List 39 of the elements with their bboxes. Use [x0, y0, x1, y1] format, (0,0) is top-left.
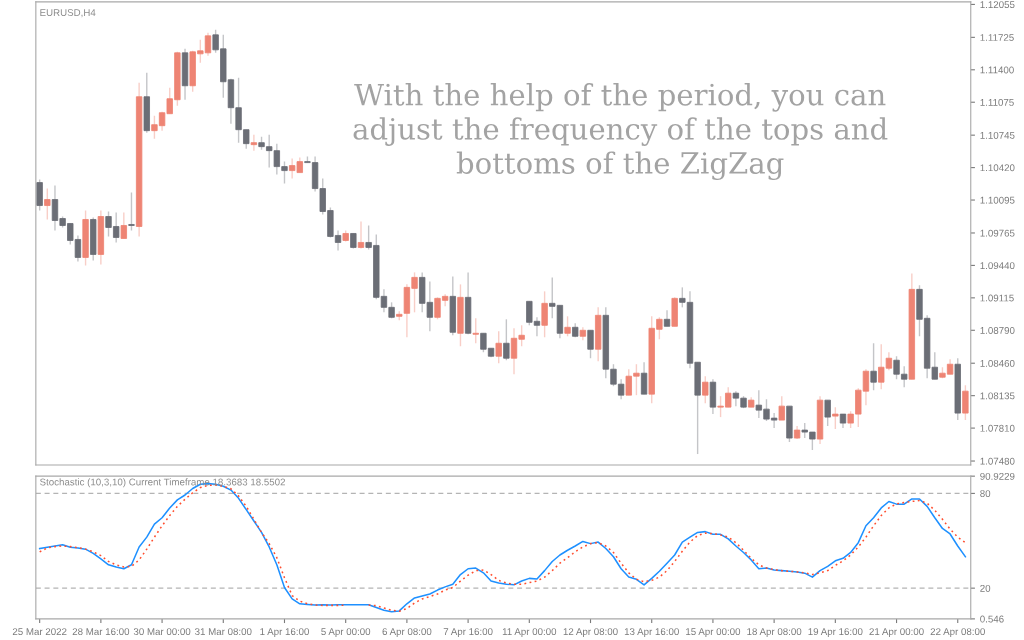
x-tick-label: 7 Apr 16:00 — [443, 628, 493, 637]
x-tick-label: 21 Apr 00:00 — [869, 628, 924, 637]
x-tick-label: 31 Mar 08:00 — [195, 628, 252, 636]
y-tick-label: 1.07480 — [980, 457, 1015, 465]
y-tick-label: 1.10420 — [980, 164, 1015, 172]
y-tick-label: 1.09115 — [980, 294, 1014, 302]
y-tick-label: 1.12055 — [980, 1, 1015, 9]
y-tick-label: 1.10095 — [980, 196, 1015, 204]
x-tick-label: 11 Apr 00:00 — [502, 628, 557, 637]
x-tick-label: 5 Apr 00:00 — [321, 628, 371, 637]
y-tick-label: 1.08460 — [980, 359, 1015, 367]
chart-title: Stochastic (10,3,10) Current Timeframe 18.3683 18.5502 — [40, 478, 285, 488]
y-tick-label: 1.11075 — [980, 98, 1014, 106]
y-tick-label: 90.9229 — [980, 472, 1015, 480]
x-tick-label: 25 Mar 2022 — [12, 628, 67, 636]
y-tick-label: 80 — [980, 490, 991, 498]
y-tick-label: 1.09440 — [980, 262, 1015, 270]
y-tick-label: 1.11725 — [980, 34, 1014, 41]
x-tick-label: 6 Apr 08:00 — [382, 628, 432, 637]
candlestick — [250, 133, 258, 152]
x-tick-label: 22 Apr 08:00 — [930, 628, 985, 637]
x-tick-label: 19 Apr 16:00 — [808, 628, 863, 637]
y-tick-label: 1.07810 — [980, 424, 1015, 432]
y-tick-label: 1.10745 — [980, 131, 1015, 139]
y-tick-label: 1.08135 — [980, 392, 1015, 400]
text: EURUSD,H4 — [40, 9, 96, 18]
y-tick-label: 1.11400 — [980, 66, 1014, 74]
y-tick-label: 20 — [980, 584, 991, 592]
x-tick-label: 15 Apr 00:00 — [686, 628, 741, 637]
y-tick-label: 1.09765 — [980, 229, 1015, 237]
x-tick-label: 28 Mar 16:00 — [72, 628, 130, 636]
x-tick-label: 18 Apr 08:00 — [747, 628, 802, 637]
x-tick-label: 1 Apr 16:00 — [260, 628, 309, 637]
y-tick-label: 1.08790 — [980, 327, 1015, 334]
x-tick-label: 13 Apr 16:00 — [624, 628, 679, 637]
annotation: With the help of the period, you can adjust the frequency of the tops and bottoms of the ZigZag — [353, 83, 888, 181]
x-tick-label: 30 Mar 00:00 — [133, 628, 191, 636]
y-tick-label: 0.546 — [980, 615, 1004, 623]
x-tick-label: 12 Apr 08:00 — [563, 628, 618, 637]
